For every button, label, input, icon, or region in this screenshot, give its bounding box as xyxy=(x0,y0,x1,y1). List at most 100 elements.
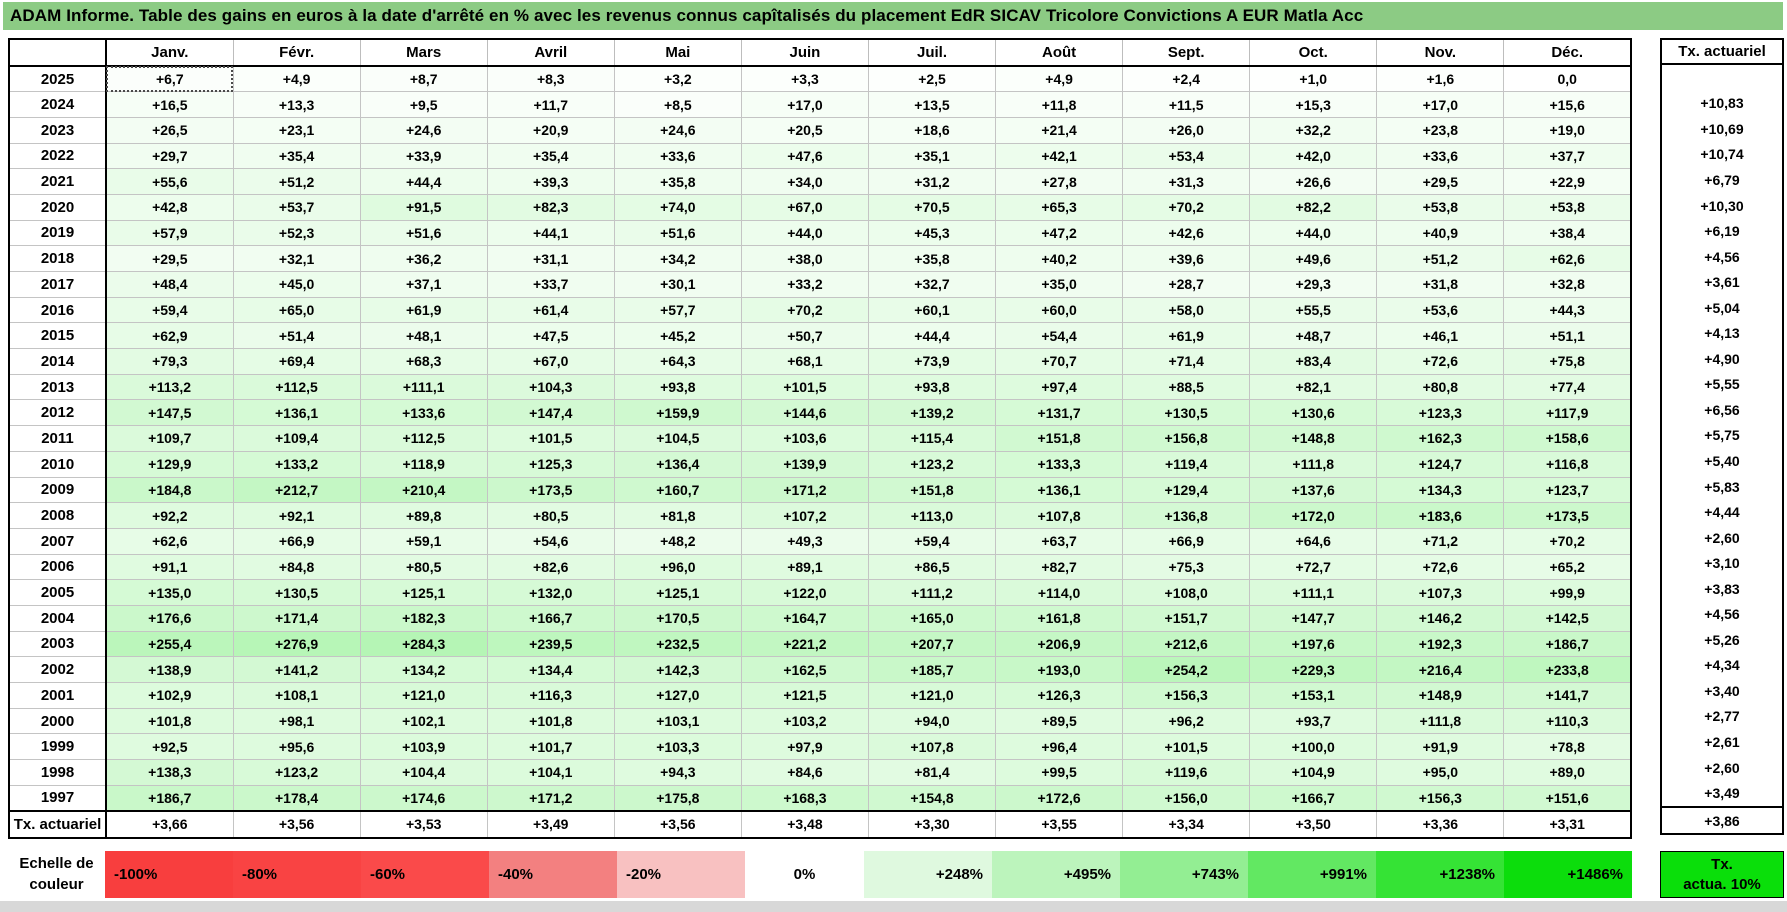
cell-2012-12[interactable]: +117,9 xyxy=(1503,399,1632,427)
cell-2003-8[interactable]: +206,9 xyxy=(995,630,1124,658)
cell-2021-8[interactable]: +27,8 xyxy=(995,168,1124,195)
cell-2003-5[interactable]: +232,5 xyxy=(613,630,742,658)
col-header-1[interactable]: Janv. xyxy=(105,39,234,67)
cell-2005-6[interactable]: +122,0 xyxy=(740,579,869,606)
actuarial-cell-2025[interactable] xyxy=(1662,65,1782,91)
col-header-11[interactable]: Nov. xyxy=(1376,39,1504,67)
cell-2012-5[interactable]: +159,9 xyxy=(613,399,742,427)
cell-2003-4[interactable]: +239,5 xyxy=(486,630,615,658)
cell-2008-9[interactable]: +136,8 xyxy=(1122,502,1251,529)
cell-2007-8[interactable]: +63,7 xyxy=(995,527,1124,555)
cell-2009-2[interactable]: +212,7 xyxy=(232,476,361,504)
cell-2003-12[interactable]: +186,7 xyxy=(1503,630,1632,658)
cell-2022-1[interactable]: +29,7 xyxy=(105,142,234,170)
footer-cell-10[interactable]: +3,50 xyxy=(1249,809,1377,838)
col-header-6[interactable]: Juin xyxy=(740,39,869,67)
cell-2016-7[interactable]: +60,1 xyxy=(867,296,997,324)
cell-2012-4[interactable]: +147,4 xyxy=(486,399,615,427)
cell-2009-11[interactable]: +134,3 xyxy=(1376,476,1505,504)
cell-2000-12[interactable]: +110,3 xyxy=(1503,707,1632,735)
cell-2015-1[interactable]: +62,9 xyxy=(105,322,234,350)
cell-2007-3[interactable]: +59,1 xyxy=(359,527,488,555)
row-header-2023[interactable]: 2023 xyxy=(9,116,107,144)
cell-2017-6[interactable]: +33,2 xyxy=(740,271,869,298)
cell-2009-5[interactable]: +160,7 xyxy=(613,476,742,504)
cell-2001-3[interactable]: +121,0 xyxy=(359,682,488,709)
row-header-2022[interactable]: 2022 xyxy=(9,142,107,169)
actuarial-cell-2008[interactable]: +4,44 xyxy=(1704,504,1740,521)
row-header-1999[interactable]: 1999 xyxy=(9,733,107,760)
cell-2022-7[interactable]: +35,1 xyxy=(867,142,997,170)
cell-2019-1[interactable]: +57,9 xyxy=(105,219,234,247)
cell-2004-8[interactable]: +161,8 xyxy=(995,604,1124,632)
cell-2013-3[interactable]: +111,1 xyxy=(359,373,488,401)
cell-2017-7[interactable]: +32,7 xyxy=(867,271,997,298)
cell-2010-6[interactable]: +139,9 xyxy=(740,450,869,478)
cell-2002-11[interactable]: +216,4 xyxy=(1376,656,1505,683)
row-header-2006[interactable]: 2006 xyxy=(9,553,107,580)
cell-2004-5[interactable]: +170,5 xyxy=(613,604,742,632)
cell-2007-11[interactable]: +71,2 xyxy=(1376,527,1505,555)
cell-2024-4[interactable]: +11,7 xyxy=(486,91,615,118)
cell-2016-5[interactable]: +57,7 xyxy=(613,296,742,324)
actuarial-cell-2000[interactable]: +2,77 xyxy=(1704,708,1740,725)
footer-cell-5[interactable]: +3,56 xyxy=(613,809,742,838)
cell-2013-2[interactable]: +112,5 xyxy=(232,373,361,401)
row-header-2010[interactable]: 2010 xyxy=(9,450,107,477)
cell-1999-6[interactable]: +97,9 xyxy=(740,733,869,761)
cell-2009-9[interactable]: +129,4 xyxy=(1122,476,1251,504)
cell-2013-1[interactable]: +113,2 xyxy=(105,373,234,401)
cell-2000-2[interactable]: +98,1 xyxy=(232,707,361,735)
color-scale-stop-6[interactable]: 0% xyxy=(745,851,864,898)
cell-2006-7[interactable]: +86,5 xyxy=(867,553,997,581)
cell-2013-9[interactable]: +88,5 xyxy=(1122,373,1251,401)
cell-2023-1[interactable]: +26,5 xyxy=(105,116,234,144)
cell-2016-11[interactable]: +53,6 xyxy=(1376,296,1505,324)
row-header-2002[interactable]: 2002 xyxy=(9,656,107,683)
cell-2014-6[interactable]: +68,1 xyxy=(740,348,869,375)
row-header-2003[interactable]: 2003 xyxy=(9,630,107,657)
cell-2004-1[interactable]: +176,6 xyxy=(105,604,234,632)
cell-2020-4[interactable]: +82,3 xyxy=(486,193,615,221)
actuarial-cell-1998[interactable]: +2,60 xyxy=(1704,759,1740,776)
color-scale-stop-12[interactable]: +1486% xyxy=(1504,851,1632,898)
cell-2007-2[interactable]: +66,9 xyxy=(232,527,361,555)
cell-2005-3[interactable]: +125,1 xyxy=(359,579,488,606)
row-header-1998[interactable]: 1998 xyxy=(9,759,107,786)
cell-2025-3[interactable]: +8,7 xyxy=(359,65,488,93)
cell-2024-3[interactable]: +9,5 xyxy=(359,91,488,118)
cell-1999-1[interactable]: +92,5 xyxy=(105,733,234,761)
cell-2016-6[interactable]: +70,2 xyxy=(740,296,869,324)
cell-2022-6[interactable]: +47,6 xyxy=(740,142,869,170)
cell-2018-1[interactable]: +29,5 xyxy=(105,245,234,272)
color-scale-stop-3[interactable]: -60% xyxy=(361,851,489,898)
actuarial-cell-2015[interactable]: +4,13 xyxy=(1704,325,1740,342)
cell-2019-7[interactable]: +45,3 xyxy=(867,219,997,247)
cell-2010-3[interactable]: +118,9 xyxy=(359,450,488,478)
cell-2005-9[interactable]: +108,0 xyxy=(1122,579,1251,606)
cell-2005-2[interactable]: +130,5 xyxy=(232,579,361,606)
color-scale-stop-7[interactable]: +248% xyxy=(864,851,992,898)
cell-2003-3[interactable]: +284,3 xyxy=(359,630,488,658)
cell-2001-11[interactable]: +148,9 xyxy=(1376,682,1505,709)
cell-1997-10[interactable]: +166,7 xyxy=(1249,784,1378,812)
cell-2024-10[interactable]: +15,3 xyxy=(1249,91,1378,118)
cell-1999-8[interactable]: +96,4 xyxy=(995,733,1124,761)
cell-2008-7[interactable]: +113,0 xyxy=(867,502,997,529)
cell-2020-9[interactable]: +70,2 xyxy=(1122,193,1251,221)
cell-2018-7[interactable]: +35,8 xyxy=(867,245,997,272)
cell-2004-2[interactable]: +171,4 xyxy=(232,604,361,632)
cell-2008-2[interactable]: +92,1 xyxy=(232,502,361,529)
cell-2021-3[interactable]: +44,4 xyxy=(359,168,488,195)
col-header-2[interactable]: Févr. xyxy=(232,39,361,67)
cell-1998-9[interactable]: +119,6 xyxy=(1122,759,1251,786)
cell-2019-8[interactable]: +47,2 xyxy=(995,219,1124,247)
cell-2002-4[interactable]: +134,4 xyxy=(486,656,615,683)
cell-2010-8[interactable]: +133,3 xyxy=(995,450,1124,478)
cell-2006-5[interactable]: +96,0 xyxy=(613,553,742,581)
cell-2021-11[interactable]: +29,5 xyxy=(1376,168,1505,195)
cell-2024-2[interactable]: +13,3 xyxy=(232,91,361,118)
cell-1997-1[interactable]: +186,7 xyxy=(105,784,234,812)
cell-2006-11[interactable]: +72,6 xyxy=(1376,553,1505,581)
cell-2003-1[interactable]: +255,4 xyxy=(105,630,234,658)
